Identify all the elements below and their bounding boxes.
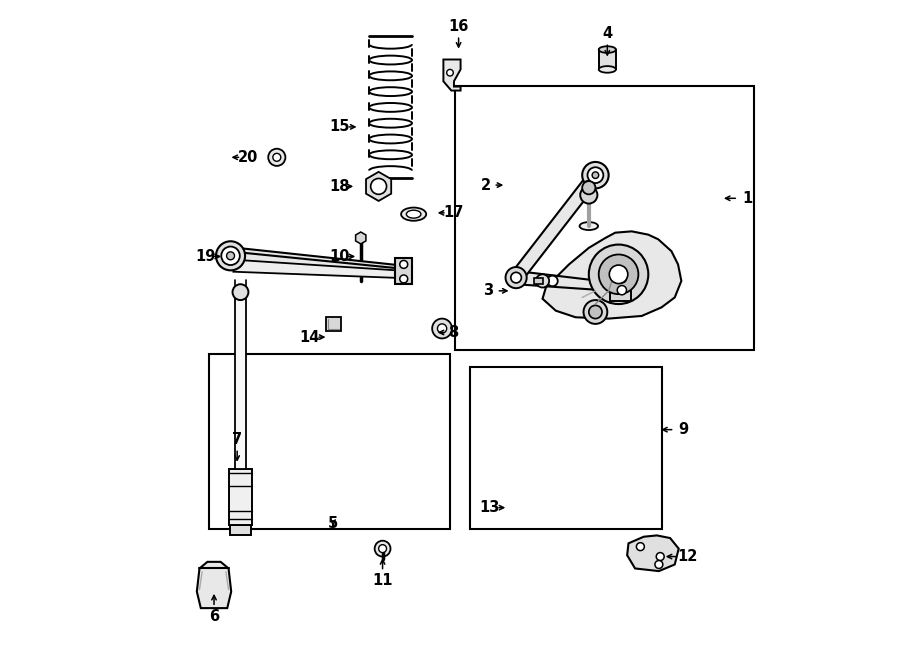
Circle shape — [506, 267, 526, 288]
Text: 17: 17 — [443, 206, 464, 220]
Ellipse shape — [407, 210, 421, 218]
Polygon shape — [516, 271, 622, 292]
Circle shape — [273, 153, 281, 161]
Circle shape — [580, 186, 598, 204]
Bar — [470, 367, 662, 529]
Circle shape — [582, 181, 596, 194]
Bar — [598, 50, 616, 69]
Polygon shape — [197, 562, 231, 608]
Bar — [455, 86, 754, 350]
Ellipse shape — [580, 222, 598, 230]
Circle shape — [589, 305, 602, 319]
Text: 11: 11 — [373, 573, 392, 588]
Circle shape — [636, 543, 644, 551]
Circle shape — [374, 541, 391, 557]
Text: 9: 9 — [679, 422, 688, 437]
Text: 10: 10 — [329, 249, 350, 264]
Circle shape — [656, 553, 664, 561]
Circle shape — [432, 319, 452, 338]
Text: 16: 16 — [448, 19, 469, 34]
Polygon shape — [511, 171, 600, 282]
Polygon shape — [627, 535, 679, 571]
Text: 6: 6 — [209, 609, 219, 623]
Bar — [610, 276, 631, 301]
Bar — [235, 292, 246, 469]
Bar — [395, 258, 412, 284]
Text: 2: 2 — [482, 178, 491, 192]
Text: 8: 8 — [448, 325, 458, 340]
Text: 20: 20 — [238, 150, 258, 165]
Text: 1: 1 — [742, 191, 752, 206]
Circle shape — [617, 274, 626, 283]
Text: 7: 7 — [232, 432, 242, 447]
Circle shape — [589, 245, 648, 304]
Circle shape — [216, 241, 245, 270]
Polygon shape — [230, 247, 404, 276]
Circle shape — [371, 178, 386, 194]
Polygon shape — [230, 525, 251, 535]
Ellipse shape — [598, 66, 616, 73]
Text: 15: 15 — [329, 120, 350, 134]
Polygon shape — [233, 260, 400, 278]
Circle shape — [609, 265, 628, 284]
Circle shape — [511, 272, 521, 283]
Circle shape — [232, 284, 248, 300]
Bar — [534, 278, 543, 284]
Circle shape — [547, 276, 558, 286]
Circle shape — [221, 247, 239, 265]
Bar — [209, 354, 450, 529]
Circle shape — [588, 167, 603, 183]
Circle shape — [583, 300, 608, 324]
Circle shape — [400, 275, 408, 283]
Text: 14: 14 — [300, 330, 320, 344]
Polygon shape — [366, 172, 392, 201]
Circle shape — [268, 149, 285, 166]
Text: 13: 13 — [480, 500, 500, 515]
Ellipse shape — [598, 46, 616, 53]
Text: 12: 12 — [678, 549, 698, 564]
Circle shape — [582, 162, 608, 188]
Circle shape — [437, 324, 446, 333]
Bar — [229, 469, 252, 525]
Text: 3: 3 — [483, 284, 493, 298]
Polygon shape — [356, 232, 366, 244]
Polygon shape — [543, 231, 681, 319]
Text: 4: 4 — [602, 26, 612, 40]
Circle shape — [379, 545, 386, 553]
Polygon shape — [444, 59, 461, 91]
Circle shape — [617, 286, 626, 295]
Text: 18: 18 — [329, 179, 350, 194]
Ellipse shape — [401, 208, 427, 221]
Text: 5: 5 — [328, 516, 338, 531]
Circle shape — [655, 561, 662, 568]
Circle shape — [592, 172, 598, 178]
Circle shape — [400, 260, 408, 268]
Text: 19: 19 — [195, 249, 216, 264]
Circle shape — [446, 69, 454, 76]
Circle shape — [227, 252, 235, 260]
Bar — [327, 317, 341, 330]
Circle shape — [536, 274, 549, 288]
Circle shape — [598, 254, 638, 294]
